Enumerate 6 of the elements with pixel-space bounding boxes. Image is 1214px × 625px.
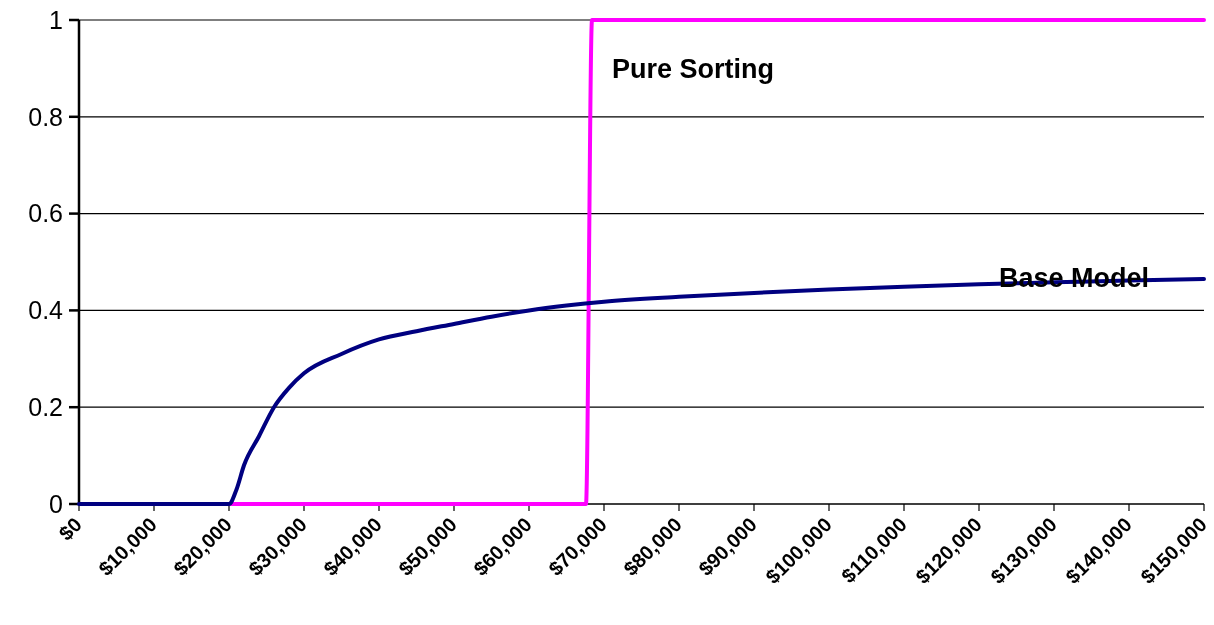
y-tick-label: 0.6	[28, 199, 63, 228]
series-label: Pure Sorting	[612, 54, 775, 84]
y-tick-label: 0.4	[28, 296, 64, 325]
y-tick-label: 0.2	[28, 392, 63, 421]
y-tick-label: 1	[49, 5, 63, 34]
y-tick-label: 0.8	[28, 102, 63, 131]
